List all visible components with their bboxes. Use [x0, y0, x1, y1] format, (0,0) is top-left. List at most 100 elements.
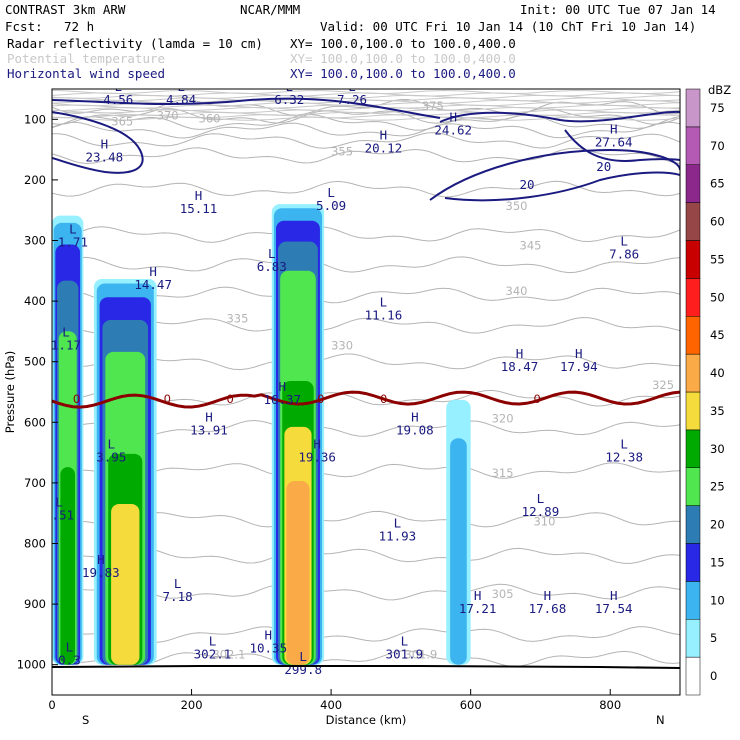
extremum-kind: L — [380, 294, 388, 309]
extremum-kind: H — [474, 588, 482, 603]
y-tick-label: 400 — [24, 294, 46, 308]
y-tick-label: 800 — [24, 537, 46, 551]
theta-contour — [52, 316, 680, 334]
extremum-kind: L — [299, 649, 307, 664]
extremum-value: 19.36 — [298, 450, 336, 465]
freezing-level-label: 0 — [226, 392, 233, 406]
theta-label: 310 — [533, 514, 555, 528]
colorbar-label: 0 — [710, 669, 717, 683]
theta-contour — [52, 626, 680, 643]
freezing-level: 0 0 0 0 0 0 — [52, 390, 680, 409]
colorbar-swatch — [685, 164, 701, 203]
extremum-kind: H — [610, 588, 618, 603]
colorbar-swatch — [685, 391, 701, 431]
extremum-value: 11.93 — [379, 528, 417, 543]
extremum-value: 23.48 — [86, 150, 124, 165]
x-tick-label: 800 — [599, 698, 621, 712]
extremum-kind: L — [537, 491, 545, 506]
extremum-kind: L — [348, 79, 356, 94]
theta-label: 370 — [157, 108, 179, 122]
terrain-line — [52, 665, 680, 669]
reflectivity-band — [450, 438, 467, 665]
reflectivity-band — [286, 481, 310, 665]
extremum-value: 18.47 — [501, 359, 539, 374]
extremum-kind: H — [205, 409, 213, 424]
extremum-value: 4.84 — [166, 92, 196, 107]
colorbar-label: 20 — [710, 518, 725, 532]
extremum-value: 19.08 — [396, 422, 434, 437]
colorbar-swatch — [685, 126, 701, 165]
colorbar-swatch — [685, 467, 701, 506]
extremum-value: 13.91 — [190, 422, 228, 437]
colorbar-swatch — [685, 619, 701, 658]
theta-label: 340 — [506, 284, 528, 298]
colorbar-swatch — [685, 202, 701, 241]
y-tick-label: 1000 — [17, 658, 46, 672]
extremum-value: 301.9 — [386, 647, 424, 662]
colorbar-label: 45 — [710, 328, 725, 342]
freezing-level-label: 0 — [380, 392, 387, 406]
field-name-wind: Horizontal wind speed — [7, 66, 165, 81]
extremum-value: 1.51 — [44, 507, 74, 522]
theta-label: 360 — [199, 111, 221, 125]
freezing-level-line — [52, 390, 680, 409]
extremum-kind: H — [575, 346, 583, 361]
extremum-value: 17.21 — [459, 601, 497, 616]
theta-label: 355 — [331, 145, 353, 159]
extremum-kind: L — [115, 79, 123, 94]
y-tick-label: 100 — [24, 112, 46, 126]
colorbar-unit: dBZ — [708, 83, 731, 97]
theta-contour — [52, 226, 680, 243]
y-tick-label: 200 — [24, 173, 46, 187]
colorbar-label: 55 — [710, 252, 725, 266]
extremum-kind: H — [411, 409, 419, 424]
wind-contour-label: 20 — [520, 177, 535, 192]
theta-contour — [52, 104, 680, 109]
extremum-kind: L — [394, 515, 402, 530]
extremum-value: 1.71 — [58, 235, 88, 250]
colorbar-label: 40 — [710, 366, 725, 380]
x-tick-label: 600 — [460, 698, 482, 712]
extremum-kind: H — [313, 437, 321, 452]
extremum-value: 19.83 — [82, 565, 120, 580]
extremum-value: 14.47 — [134, 277, 172, 292]
theta-contour — [52, 583, 680, 601]
field-xy-theta: XY= 100.0,100.0 to 100.0,400.0 — [290, 51, 516, 66]
theta-contour — [52, 419, 680, 437]
extremum-kind: H — [149, 264, 157, 279]
reflectivity-cells — [52, 204, 471, 665]
extremum-kind: H — [265, 628, 273, 643]
extremum-kind: L — [177, 79, 185, 94]
colorbar-swatch — [685, 543, 701, 582]
colorbar-label: 70 — [710, 139, 725, 153]
colorbar-label: 25 — [710, 480, 725, 494]
theta-contour — [52, 256, 680, 274]
theta-contour — [52, 94, 680, 99]
extremum-value: 5.09 — [316, 198, 346, 213]
theta-label: 375 — [422, 99, 444, 113]
extremum-kind: L — [55, 494, 63, 509]
theta-contour — [52, 286, 680, 304]
theta-contour — [52, 389, 680, 407]
extremum-value: 4.56 — [103, 92, 133, 107]
theta-label: 305 — [492, 587, 514, 601]
extremum-kind: L — [327, 185, 335, 200]
extremum-value: 6.83 — [257, 259, 287, 274]
theta-labels: 302.1 301.9 305 310 315 320 325 330 335 340 345 350… — [111, 99, 674, 661]
theta-contour — [52, 510, 680, 528]
extremum-kind: L — [209, 634, 217, 649]
extremum-value: 12.38 — [605, 450, 643, 465]
theta-label: 320 — [492, 411, 514, 425]
field-name-reflectivity: Radar reflectivity (lamda = 10 cm) — [7, 36, 263, 51]
wind-contour — [52, 111, 144, 174]
theta-label: 325 — [652, 378, 674, 392]
extremum-value: 0.3 — [58, 653, 81, 668]
wind-contour — [444, 171, 680, 202]
colorbar-label: 65 — [710, 177, 725, 191]
theta-contour — [52, 132, 680, 149]
colorbar-label: 35 — [710, 404, 725, 418]
extremum-value: 3.95 — [96, 450, 126, 465]
header-model: CONTRAST 3km ARW — [5, 2, 126, 17]
